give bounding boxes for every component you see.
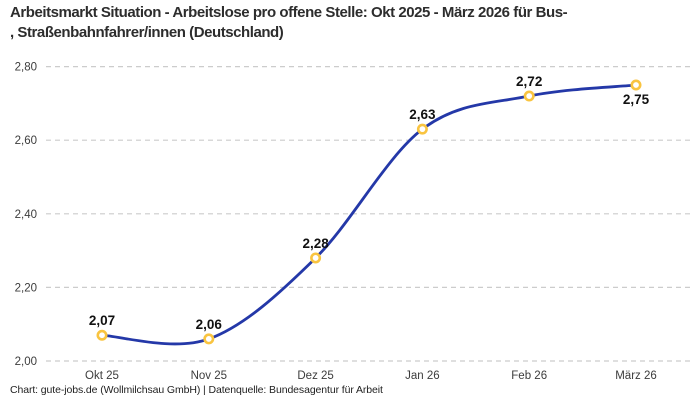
data-point-label: 2,07	[89, 313, 115, 328]
chart-title-line2: , Straßenbahnfahrer/innen (Deutschland)	[10, 24, 284, 41]
data-point-label: 2,63	[409, 107, 436, 122]
x-tick-label: Dez 25	[297, 370, 333, 382]
y-tick-label: 2,00	[15, 356, 37, 368]
x-tick-label: März 26	[615, 370, 657, 382]
y-tick-label: 2,20	[15, 282, 37, 294]
y-tick-label: 2,80	[15, 62, 37, 74]
data-point-marker	[310, 252, 322, 264]
data-line	[100, 83, 638, 346]
chart-title: Arbeitsmarkt Situation - Arbeitslose pro…	[10, 3, 698, 43]
data-point-marker	[523, 90, 535, 102]
data-point-marker	[416, 123, 428, 135]
chart-footer: Chart: gute-jobs.de (Wollmilchsau GmbH) …	[10, 384, 383, 396]
x-tick-label: Jan 26	[405, 370, 440, 382]
data-point-label: 2,28	[302, 236, 329, 251]
data-point-label: 2,75	[623, 92, 650, 107]
data-point-label: 2,06	[196, 317, 223, 332]
data-point-marker	[630, 79, 642, 91]
y-tick-label: 2,40	[15, 209, 37, 221]
x-tick-label: Okt 25	[85, 370, 119, 382]
data-point-label: 2,72	[516, 74, 542, 89]
chart-title-line1: Arbeitsmarkt Situation - Arbeitslose pro…	[10, 4, 568, 21]
x-tick-label: Nov 25	[191, 370, 227, 382]
data-point-marker	[203, 333, 215, 345]
x-tick-label: Feb 26	[511, 370, 547, 382]
y-tick-label: 2,60	[15, 135, 37, 147]
data-point-marker	[96, 329, 108, 341]
